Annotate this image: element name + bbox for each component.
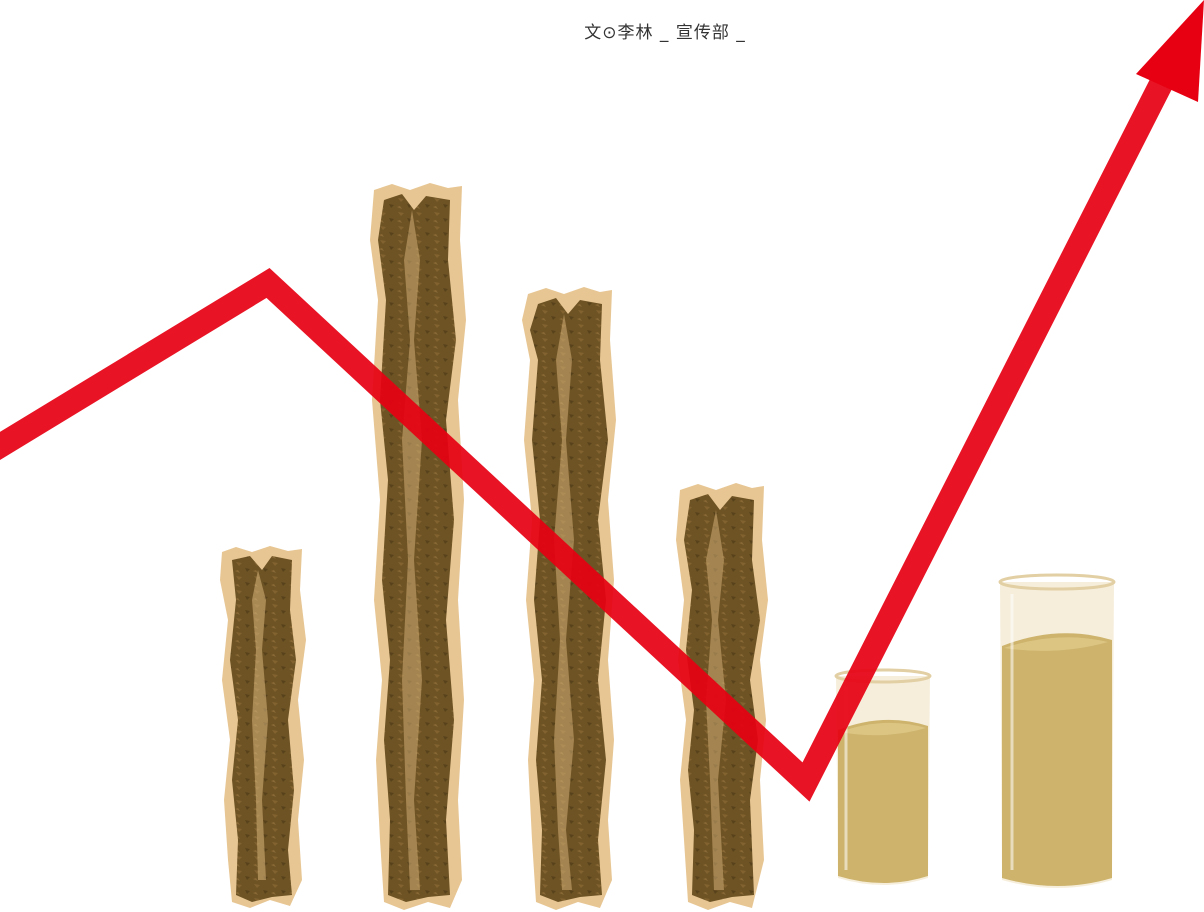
juice-glass-1 <box>834 668 932 885</box>
licorice-stick-2 <box>370 183 466 910</box>
licorice-stick-1 <box>220 546 306 908</box>
juice-glass-2 <box>998 573 1116 888</box>
article-byline: 文⊙李林 _ 宣传部 _ <box>584 23 746 43</box>
licorice-stick-3 <box>522 287 616 910</box>
trend-arrow <box>0 0 1204 802</box>
arrowhead-icon <box>1136 0 1204 102</box>
